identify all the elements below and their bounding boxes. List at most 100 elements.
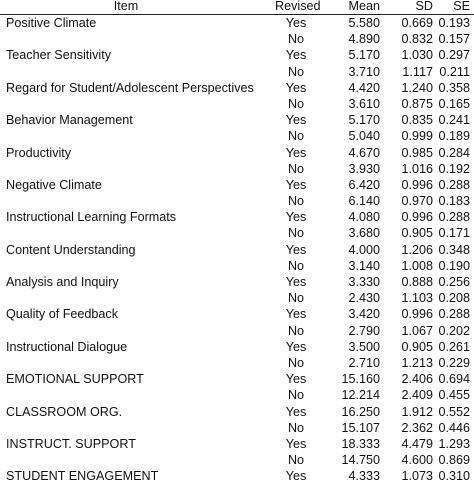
- revised-cell: No: [287, 226, 305, 241]
- table-row: INSTRUCT. SUPPORT Yes 18.333 4.479 1.293: [0, 436, 474, 452]
- item-cell: INSTRUCT. SUPPORT: [6, 436, 136, 451]
- sd-cell: 2.409: [401, 388, 433, 403]
- se-cell: 0.193: [438, 16, 470, 30]
- se-cell: 0.869: [438, 453, 470, 468]
- mean-cell: 5.040: [348, 129, 380, 144]
- mean-cell: 3.140: [348, 258, 380, 273]
- revised-cell: Yes: [285, 436, 307, 451]
- item-cell: Behavior Management: [6, 113, 133, 128]
- sd-cell: 0.999: [401, 129, 433, 144]
- se-cell: 0.348: [438, 242, 470, 257]
- sd-cell: 1.103: [401, 291, 433, 306]
- table-row: Instructional Dialogue Yes 3.500 0.905 0.261: [0, 339, 474, 355]
- item-cell: Analysis and Inquiry: [6, 275, 119, 289]
- revised-cell: Yes: [285, 210, 307, 225]
- se-cell: 0.310: [438, 469, 470, 484]
- sd-cell: 1.067: [401, 323, 433, 338]
- se-cell: 0.208: [438, 291, 470, 306]
- sd-cell: 4.479: [401, 436, 433, 451]
- table-row: Analysis and Inquiry Yes 3.330 0.888 0.256: [0, 274, 474, 290]
- mean-cell: 2.710: [348, 355, 380, 370]
- mean-cell: 5.580: [348, 16, 380, 30]
- se-cell: 0.190: [438, 258, 470, 273]
- sd-cell: 0.970: [401, 194, 433, 209]
- se-cell: 0.284: [438, 145, 470, 160]
- se-cell: 0.183: [438, 194, 470, 209]
- table-row: No 4.890 0.832 0.157: [0, 31, 474, 47]
- sd-cell: 1.030: [401, 48, 433, 63]
- revised-cell: Yes: [285, 404, 307, 419]
- table-row: Productivity Yes 4.670 0.985 0.284: [0, 145, 474, 161]
- mean-cell: 2.790: [348, 323, 380, 338]
- table-row: No 3.930 1.016 0.192: [0, 161, 474, 177]
- mean-cell: 15.107: [341, 420, 380, 435]
- sd-cell: 0.835: [401, 113, 433, 128]
- se-cell: 0.455: [438, 388, 470, 403]
- mean-cell: 6.140: [348, 194, 380, 209]
- se-cell: 0.552: [438, 404, 470, 419]
- se-cell: 0.694: [438, 372, 470, 387]
- mean-cell: 14.750: [341, 453, 380, 468]
- item-cell: Instructional Dialogue: [6, 339, 128, 354]
- se-cell: 0.202: [438, 323, 470, 338]
- mean-cell: 3.420: [348, 307, 380, 322]
- sd-cell: 0.888: [401, 275, 433, 289]
- table-row: Behavior Management Yes 5.170 0.835 0.241: [0, 112, 474, 128]
- sd-cell: 0.669: [401, 16, 433, 30]
- table-row: Instructional Learning Formats Yes 4.080 0.…: [0, 209, 474, 225]
- table-row: No 12.214 2.409 0.455: [0, 387, 474, 403]
- mean-cell: 16.250: [341, 404, 380, 419]
- item-cell: Content Understanding: [6, 242, 136, 257]
- mean-cell: 18.333: [341, 436, 380, 451]
- sd-cell: 0.996: [401, 307, 433, 322]
- mean-cell: 12.214: [341, 388, 380, 403]
- sd-cell: 1.206: [401, 242, 433, 257]
- se-cell: 0.288: [438, 210, 470, 225]
- revised-cell: Yes: [285, 113, 307, 128]
- item-cell: Quality of Feedback: [6, 307, 119, 322]
- table-row: Quality of Feedback Yes 3.420 0.996 0.288: [0, 306, 474, 322]
- revised-cell: Yes: [285, 48, 307, 63]
- sd-cell: 1.213: [401, 355, 433, 370]
- revised-cell: No: [287, 129, 305, 144]
- revised-cell: No: [287, 194, 305, 209]
- revised-cell: Yes: [285, 177, 307, 192]
- table-header: Item Revised Mean SD SE: [0, 0, 474, 15]
- revised-cell: Yes: [285, 307, 307, 322]
- sd-cell: 0.905: [401, 226, 433, 241]
- header-item: Item: [113, 0, 139, 13]
- revised-cell: No: [287, 420, 305, 435]
- table-row: No 6.140 0.970 0.183: [0, 193, 474, 209]
- se-cell: 0.288: [438, 177, 470, 192]
- table-row: No 15.107 2.362 0.446: [0, 420, 474, 436]
- sd-cell: 1.912: [401, 404, 433, 419]
- table-row: No 3.710 1.117 0.211: [0, 64, 474, 80]
- sd-cell: 1.008: [401, 258, 433, 273]
- table-row: No 5.040 0.999 0.189: [0, 128, 474, 144]
- item-cell: EMOTIONAL SUPPORT: [6, 372, 144, 387]
- table-row: Regard for Student/Adolescent Perspectiv…: [0, 80, 474, 96]
- se-cell: 1.293: [438, 436, 470, 451]
- revised-cell: No: [287, 161, 305, 176]
- sd-cell: 4.600: [401, 453, 433, 468]
- revised-cell: No: [287, 258, 305, 273]
- se-cell: 0.157: [438, 32, 470, 47]
- header-revised: Revised: [275, 0, 321, 13]
- item-cell: Productivity: [6, 145, 72, 160]
- sd-cell: 2.406: [401, 372, 433, 387]
- mean-cell: 4.000: [348, 242, 380, 257]
- se-cell: 0.446: [438, 420, 470, 435]
- header-se: SE: [453, 0, 470, 13]
- mean-cell: 4.080: [348, 210, 380, 225]
- sd-cell: 0.985: [401, 145, 433, 160]
- item-cell: Teacher Sensitivity: [6, 48, 111, 63]
- mean-cell: 5.170: [348, 113, 380, 128]
- sd-cell: 1.016: [401, 161, 433, 176]
- item-cell: STUDENT ENGAGEMENT: [6, 469, 159, 484]
- table-row: Teacher Sensitivity Yes 5.170 1.030 0.297: [0, 47, 474, 63]
- se-cell: 0.211: [439, 64, 470, 79]
- mean-cell: 3.500: [348, 339, 380, 354]
- item-cell: Negative Climate: [6, 177, 102, 192]
- mean-cell: 4.420: [348, 80, 380, 95]
- table-row: CLASSROOM ORG. Yes 16.250 1.912 0.552: [0, 404, 474, 420]
